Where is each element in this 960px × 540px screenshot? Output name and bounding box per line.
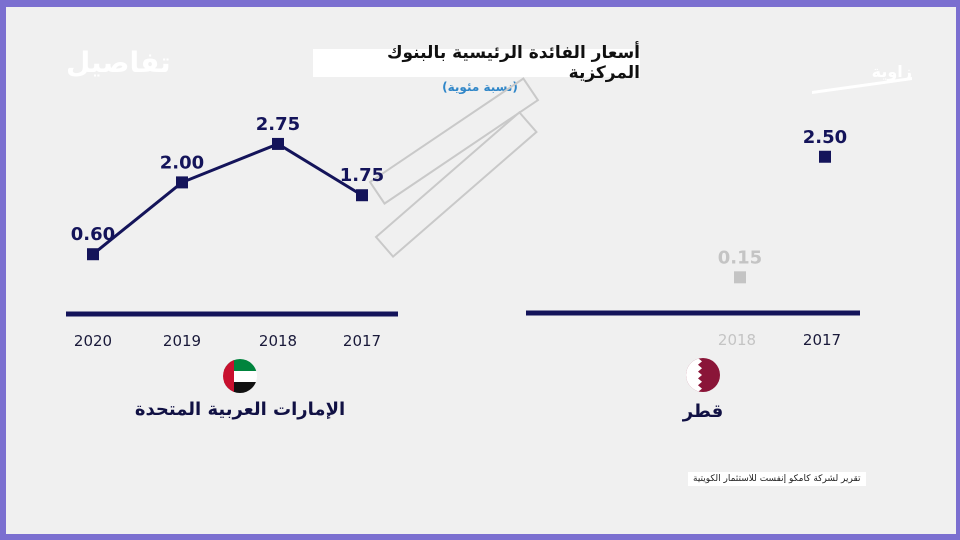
uae-series-line bbox=[92, 142, 363, 256]
chart-title: أسعار الفائدة الرئيسية بالبنوك المركزية bbox=[386, 43, 640, 83]
qatar-country-label: قطر bbox=[682, 401, 724, 422]
qatar-value-label-2017: 2.50 bbox=[803, 127, 847, 148]
uae-point-2017 bbox=[356, 189, 368, 202]
frame-top-border bbox=[0, 0, 960, 7]
uae-value-label-2020: 0.60 bbox=[71, 224, 115, 245]
brand-logo-text: تفاصيل bbox=[66, 46, 171, 79]
uae-point-2018 bbox=[272, 137, 284, 150]
chart-subtitle: (نسبة مئوية) bbox=[442, 80, 518, 94]
decorative-outline-bars bbox=[368, 77, 540, 259]
uae-value-label-2017: 1.75 bbox=[340, 165, 384, 186]
frame-bottom-border bbox=[0, 534, 960, 540]
uae-flag bbox=[223, 359, 257, 393]
uae-value-label-2018: 2.75 bbox=[256, 114, 300, 135]
uae-value-label-2019: 2.00 bbox=[160, 152, 204, 173]
qatar-value-label-2018: 0.15 bbox=[718, 247, 762, 268]
uae-point-2020 bbox=[87, 248, 99, 261]
uae-series: 0.60 2020 2.00 2019 2.75 2018 1.75 2017 bbox=[71, 114, 384, 350]
uae-country-label: الإمارات العربية المتحدة bbox=[134, 399, 346, 420]
uae-tick-label-2017: 2017 bbox=[343, 332, 381, 350]
qatar-flag bbox=[686, 358, 720, 392]
qatar-series: 0.15 2018 2.50 2017 bbox=[718, 127, 847, 349]
uae-tick-label-2020: 2020 bbox=[74, 332, 112, 350]
channel-logo: زاوية bbox=[871, 62, 912, 81]
qatar-tick-label-2018: 2018 bbox=[718, 331, 756, 349]
qatar-point-2017 bbox=[819, 150, 831, 163]
uae-tick-label-2019: 2019 bbox=[163, 332, 201, 350]
qatar-tick-label-2017: 2017 bbox=[803, 331, 841, 349]
uae-point-2019 bbox=[176, 176, 188, 189]
qatar-point-2018 bbox=[734, 271, 746, 284]
frame-right-border bbox=[956, 0, 960, 540]
source-caption: تقرير لشركة كامكو إنفست للاستثمار الكويت… bbox=[688, 472, 866, 486]
uae-tick-label-2018: 2018 bbox=[259, 332, 297, 350]
chart-title-box: أسعار الفائدة الرئيسية بالبنوك المركزية bbox=[313, 43, 640, 83]
frame-left-border bbox=[0, 0, 6, 540]
